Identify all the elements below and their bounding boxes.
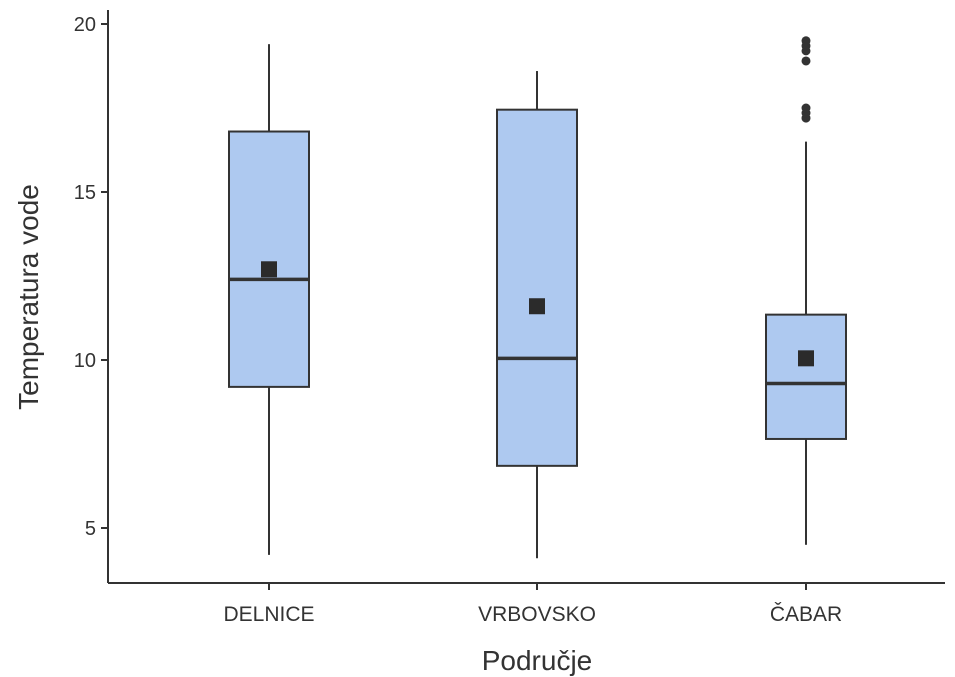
x-tick-label: ČABAR: [770, 603, 842, 626]
box-group: [228, 44, 310, 555]
y-tick-label: 10: [74, 350, 96, 372]
y-tick-label: 20: [74, 14, 96, 36]
x-axis-ticks: DELNICE VRBOVSKO ČABAR: [223, 583, 842, 626]
box-group: [765, 36, 847, 545]
box-group: [496, 71, 578, 559]
mean-marker: [529, 298, 545, 315]
outlier-point: [801, 36, 811, 46]
y-tick-label: 15: [74, 182, 96, 204]
box-iqr: [765, 313, 847, 440]
y-axis-ticks: 5 10 15 20: [74, 14, 108, 540]
x-axis-title: Područje: [482, 645, 593, 676]
mean-marker: [261, 261, 277, 278]
box-iqr: [228, 130, 310, 388]
x-tick-label: DELNICE: [223, 603, 314, 626]
plot-marks: [228, 36, 847, 559]
box-iqr: [496, 108, 578, 467]
y-tick-label: 5: [85, 518, 96, 540]
mean-marker: [798, 350, 814, 367]
x-tick-label: VRBOVSKO: [478, 603, 596, 626]
outlier-point: [801, 103, 811, 113]
outlier-point: [801, 56, 811, 66]
y-axis-title: Temperatura vode: [13, 184, 44, 410]
